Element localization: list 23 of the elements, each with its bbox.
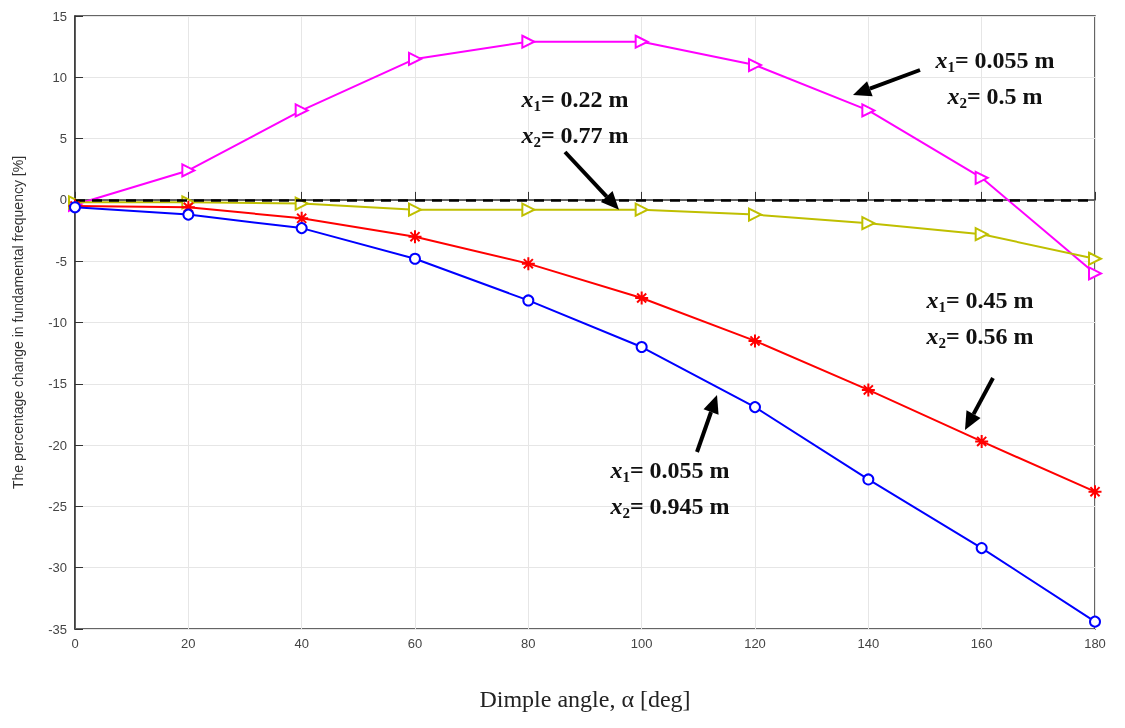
y-tick-label: 5	[59, 131, 67, 147]
x-tick-label: 100	[630, 636, 653, 651]
x-tick-label: 20	[181, 636, 196, 651]
x-axis-title: Dimple angle, α [deg]	[479, 686, 691, 712]
x-tick-label: 60	[407, 636, 423, 651]
x-tick-label: 140	[857, 636, 880, 651]
y-tick-label: -25	[48, 498, 67, 514]
x-tick-label: 160	[970, 636, 993, 651]
x-tick-label: 40	[294, 636, 309, 651]
y-tick-label: 15	[52, 8, 67, 24]
x-tick-label: 0	[71, 636, 79, 651]
x-tick-label: 180	[1084, 636, 1106, 651]
y-tick-label: -30	[48, 560, 67, 576]
y-tick-label: -20	[48, 437, 67, 453]
x-tick-label: 120	[744, 636, 766, 651]
y-tick-label: -35	[48, 621, 67, 637]
y-tick-label: -15	[48, 376, 67, 392]
x-tick-label: 80	[521, 636, 536, 651]
y-tick-label: -10	[48, 315, 67, 330]
y-axis-title: The percentage change in fundamental frequency [%]	[10, 155, 26, 490]
y-tick-label: -5	[55, 253, 67, 269]
y-tick-label: 10	[52, 69, 67, 85]
y-tick-label: 0	[59, 192, 67, 208]
